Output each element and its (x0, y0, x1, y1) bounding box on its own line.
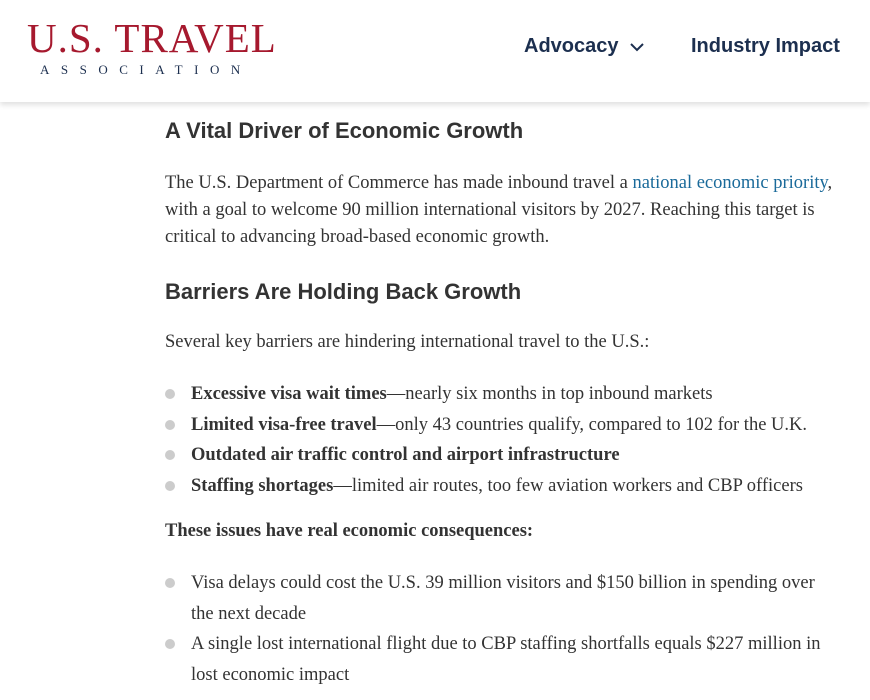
text: , with a goal to welcome 90 million inte… (165, 173, 833, 247)
text: —only 43 countries qualify, compared to … (376, 414, 807, 435)
text: The U.S. Department of Commerce has made… (165, 173, 633, 193)
bold-text: Staffing shortages (191, 475, 334, 496)
header: U.S. TRAVEL ASSOCIATION Advocacy Industr… (0, 0, 870, 102)
list-item: A single lost international flight due t… (165, 629, 825, 690)
paragraph: These issues have real economic conseque… (165, 521, 534, 541)
bold-text: Limited visa-free travel (191, 414, 377, 435)
nav-item[interactable]: Advocacy (524, 35, 644, 58)
paragraph: Several key barriers are hindering inter… (165, 332, 650, 352)
bold-text: Excessive visa wait times (191, 384, 387, 404)
heading: A Vital Driver of Economic Growth (165, 118, 524, 143)
heading: Barriers Are Holding Back Growth (165, 279, 522, 304)
nav-item[interactable]: Industry Impact (691, 35, 840, 57)
barrier-list: Excessive visa wait times—nearly six mon… (165, 379, 865, 501)
text: —nearly six months in top inbound market… (386, 384, 713, 404)
chevron (630, 43, 644, 52)
paragraph: The U.S. Department of Commerce has made… (165, 170, 845, 251)
list-item: Outdated air traffic control and airport… (165, 440, 865, 471)
list-item: Visa delays could cost the U.S. 39 milli… (165, 568, 825, 629)
logo-sub: ASSOCIATION (40, 62, 252, 77)
text: —limited air routes, too few aviation wo… (333, 475, 803, 496)
list-item: Staffing shortages—limited air routes, t… (165, 471, 865, 502)
list-item: Limited visa-free travel—only 43 countri… (165, 410, 865, 441)
logo[interactable]: U.S. TRAVEL (27, 15, 277, 61)
link[interactable]: national economic priority (632, 173, 828, 193)
consequence-list: Visa delays could cost the U.S. 39 milli… (165, 568, 825, 690)
bold-text: Outdated air traffic control and airport… (191, 445, 620, 465)
list-item: Excessive visa wait times—nearly six mon… (165, 379, 865, 410)
nav-label: Advocacy (524, 35, 619, 57)
